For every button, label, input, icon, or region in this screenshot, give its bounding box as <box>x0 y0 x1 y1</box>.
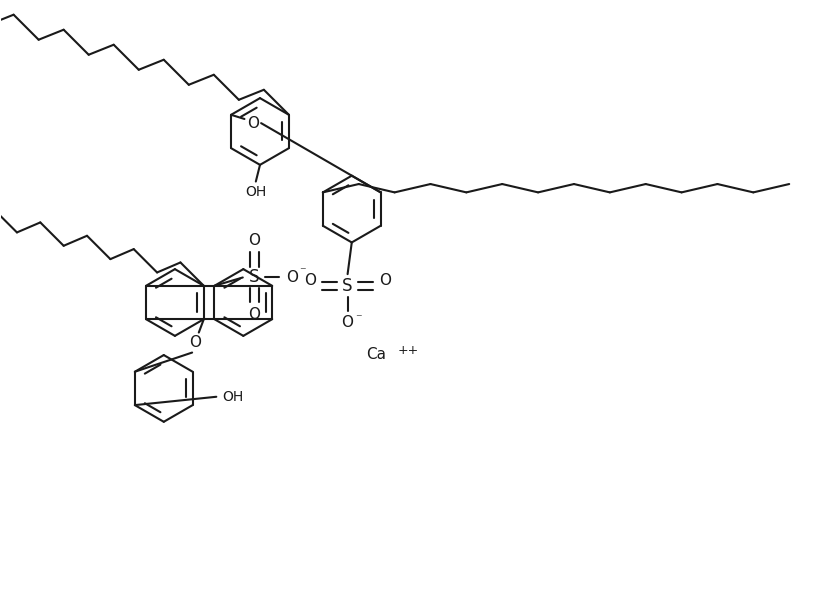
Text: OH: OH <box>245 185 266 198</box>
Text: S: S <box>342 277 353 295</box>
Text: O: O <box>247 116 258 131</box>
Text: O: O <box>303 273 316 289</box>
Text: O: O <box>341 315 353 330</box>
Text: ⁻: ⁻ <box>299 265 306 278</box>
Text: O: O <box>189 335 201 350</box>
Text: O: O <box>286 270 298 285</box>
Text: O: O <box>379 273 390 289</box>
Text: Ca: Ca <box>365 347 385 362</box>
Text: ++: ++ <box>397 344 418 358</box>
Text: S: S <box>249 269 259 287</box>
Text: O: O <box>248 307 260 322</box>
Text: O: O <box>248 234 260 248</box>
Text: OH: OH <box>222 390 243 404</box>
Text: ⁻: ⁻ <box>354 313 361 325</box>
